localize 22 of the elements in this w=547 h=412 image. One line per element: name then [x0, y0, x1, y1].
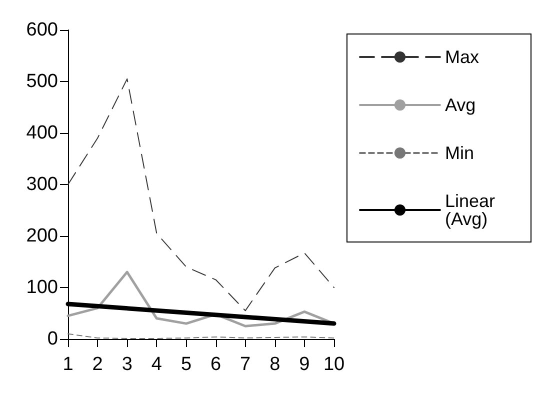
y-tick-label: 500: [26, 71, 58, 92]
x-tick-label: 3: [122, 354, 132, 375]
x-tick-label: 4: [151, 354, 162, 375]
x-tick-label: 1: [62, 354, 74, 375]
y-tick-label: 200: [26, 226, 58, 246]
legend-label: Avg: [444, 95, 476, 115]
x-tick-label: 6: [210, 354, 222, 375]
x-tick-label: 8: [270, 354, 280, 375]
y-tick-label: 400: [26, 122, 58, 144]
x-tick-label: 2: [92, 354, 103, 375]
x-tick-label: 9: [299, 354, 310, 375]
x-tick-label: 7: [240, 354, 251, 375]
legend-label: Linear (Avg): [444, 191, 496, 229]
x-tick-label: 10: [323, 354, 345, 375]
y-tick-label: 300: [26, 174, 58, 195]
line-series: [68, 78, 334, 312]
y-tick-label: 600: [26, 20, 58, 40]
y-tick-label: 0: [47, 328, 58, 350]
x-tick-label: 5: [180, 354, 192, 375]
legend-label: Max: [444, 47, 479, 67]
y-tick-label: 100: [26, 277, 58, 298]
legend-label: Min: [444, 143, 474, 163]
